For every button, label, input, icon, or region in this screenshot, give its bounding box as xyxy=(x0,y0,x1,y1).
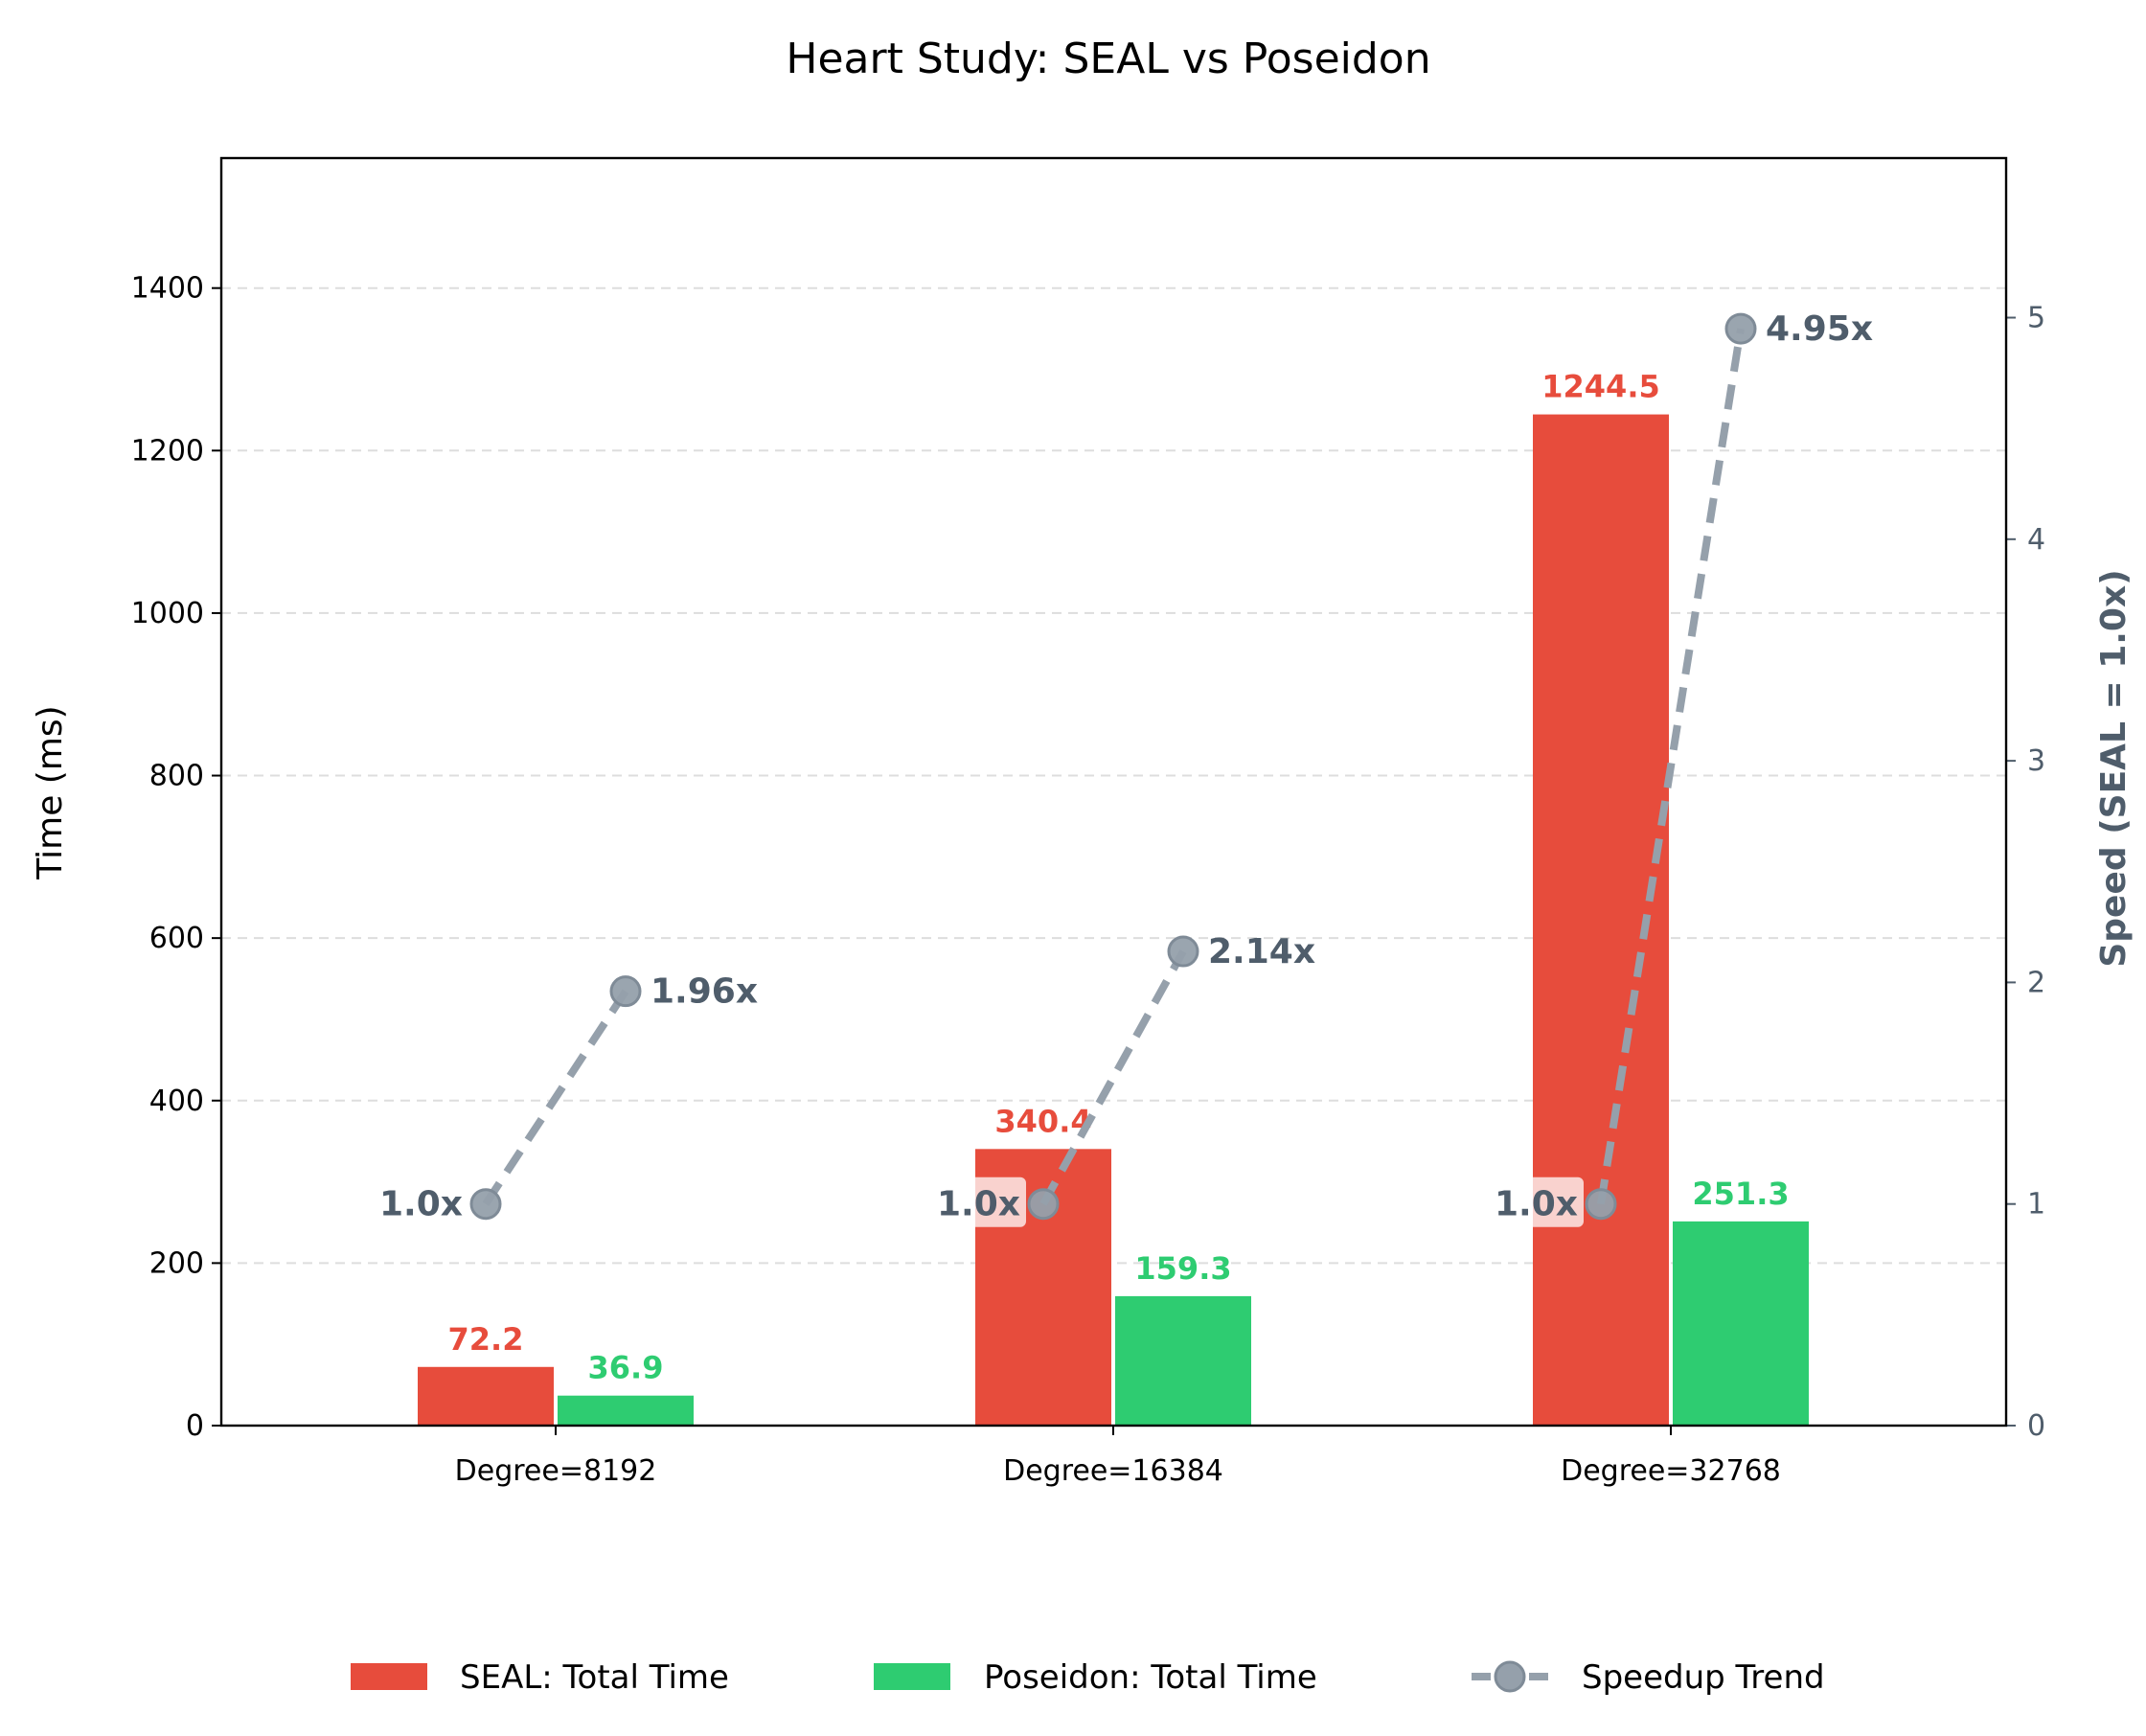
legend-label-speedup: Speedup Trend xyxy=(1582,1658,1825,1697)
bar-value-label: 1244.5 xyxy=(1541,369,1659,405)
axes: 0 200 400 600 800 1000 1200 1400 0 1 2 3 4 5 Degree=81… xyxy=(131,156,2045,1488)
speedup-point xyxy=(1724,312,1757,345)
legend-swatch-speedup-marker xyxy=(1494,1660,1526,1693)
y2-tick-label: 5 xyxy=(2027,302,2045,335)
y2-tick-label: 3 xyxy=(2027,744,2045,778)
bar-value-label: 159.3 xyxy=(1134,1250,1231,1287)
y-tick-label: 1400 xyxy=(131,272,204,306)
speedup-trend: 1.0x 1.96x 1.0x 2.14x 1.0x 4.95x xyxy=(359,309,1873,1227)
speedup-label: 2.14x xyxy=(1208,932,1315,971)
speedup-line xyxy=(1597,328,1745,1205)
legend-label-poseidon: Poseidon: Total Time xyxy=(984,1658,1317,1697)
speedup-base-label: 1.0x xyxy=(937,1185,1020,1224)
speedup-point xyxy=(1167,935,1199,968)
y-tick-label: 1000 xyxy=(131,597,204,630)
bar-value-label: 251.3 xyxy=(1692,1176,1789,1212)
bar-poseidon xyxy=(558,1395,694,1426)
y-tick-label: 200 xyxy=(149,1246,204,1280)
grid xyxy=(221,286,2006,1265)
legend: SEAL: Total Time Poseidon: Total Time Spee… xyxy=(351,1658,1825,1697)
x-tick-label: Degree=16384 xyxy=(1003,1454,1223,1488)
y2-tick-label: 0 xyxy=(2027,1409,2045,1443)
bar-poseidon xyxy=(1115,1295,1251,1426)
speedup-line xyxy=(482,989,629,1206)
speedup-label: 1.96x xyxy=(651,972,758,1012)
y2-tick-label: 1 xyxy=(2027,1188,2045,1222)
bar-poseidon xyxy=(1673,1221,1809,1426)
y-tick-label: 1200 xyxy=(131,434,204,468)
speedup-base-label-box xyxy=(917,1176,1026,1227)
speedup-base-label-box xyxy=(359,1176,468,1227)
bar-value-label: 340.4 xyxy=(994,1103,1091,1139)
speedup-label: 4.95x xyxy=(1766,309,1873,349)
chart-title: Heart Study: SEAL vs Poseidon xyxy=(786,34,1430,83)
bars: 72.2 340.4 1244.5 36.9 159.3 251.3 xyxy=(418,369,1809,1427)
legend-label-seal: SEAL: Total Time xyxy=(460,1658,729,1697)
x-tick-label: Degree=32768 xyxy=(1561,1454,1781,1488)
y-tick-label: 400 xyxy=(149,1085,204,1118)
y2-tick-label: 2 xyxy=(2027,966,2045,999)
bar-seal xyxy=(418,1366,554,1426)
y2-axis-label: Speed (SEAL = 1.0x) xyxy=(2094,569,2134,967)
x-tick-label: Degree=8192 xyxy=(455,1454,657,1488)
y-tick-label: 600 xyxy=(149,922,204,955)
speedup-base-label: 1.0x xyxy=(1495,1185,1578,1224)
y-tick-label: 800 xyxy=(149,760,204,793)
y2-tick-label: 4 xyxy=(2027,523,2045,557)
speedup-line xyxy=(1039,949,1187,1206)
speedup-point xyxy=(609,975,642,1008)
legend-swatch-poseidon xyxy=(874,1663,950,1690)
speedup-base-label-box xyxy=(1474,1176,1584,1227)
speedup-point-base xyxy=(469,1188,502,1221)
speedup-point-base xyxy=(1027,1188,1060,1221)
bar-value-label: 36.9 xyxy=(588,1350,664,1386)
legend-swatch-seal xyxy=(351,1663,427,1690)
y-axis-label: Time (ms) xyxy=(31,705,70,879)
speedup-base-label: 1.0x xyxy=(379,1185,463,1224)
bar-value-label: 72.2 xyxy=(448,1321,524,1358)
y-tick-label: 0 xyxy=(186,1409,204,1443)
speedup-point-base xyxy=(1585,1188,1617,1221)
